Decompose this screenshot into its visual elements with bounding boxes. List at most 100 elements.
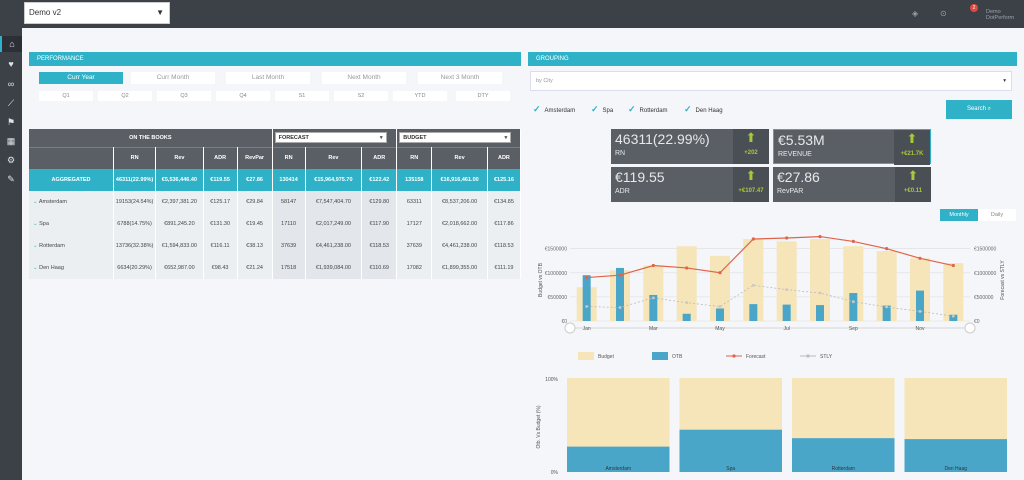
period-q2[interactable]: Q2 <box>98 91 152 101</box>
forecast-select[interactable]: FORECAST ▾ <box>274 132 387 144</box>
sidebar: ⌂ ♥ ∞ ⟋ ⚑ ▦ ⚙ ✎ <box>0 0 22 480</box>
period-next-month[interactable]: Next Month <box>322 72 406 84</box>
budget-select-label: BUDGET <box>403 135 427 142</box>
stly-point <box>951 314 955 318</box>
cell: €1,939,084.00 <box>305 257 363 279</box>
cell: 37639 <box>272 235 306 257</box>
kpi-adr: €119.55 ADR ⬆ +€107.47 <box>611 167 769 202</box>
stly-point <box>585 305 589 308</box>
user-name[interactable]: Demo DotPerform <box>986 9 1015 21</box>
stly-point <box>818 291 822 295</box>
budget-bar <box>743 239 764 321</box>
cell: €125.16 <box>487 169 522 191</box>
period-curr-month[interactable]: Curr Month <box>131 72 215 84</box>
gear-icon[interactable]: ⚙ <box>6 155 16 165</box>
forecast-point <box>718 271 722 275</box>
otb-vs-budget-chart: 100% 0% Otb. Vs Budget (%) Amsterdam Spa Rott… <box>536 377 1007 476</box>
y2-axis-label: Forecast vs STLY <box>1000 260 1006 300</box>
stly-point <box>685 301 689 305</box>
kpi-revpar: €27.86 RevPAR ⬆ +€0.11 <box>773 167 931 202</box>
cell: €2,018,662.00 <box>431 213 488 235</box>
y-tick-label: €1500000 <box>545 247 567 253</box>
table-row[interactable]: ⌄ Spa 6788(14.75%) €891,245.20 €131.30 €… <box>29 213 522 235</box>
cell: €118.53 <box>487 235 522 257</box>
search-label: Search <box>966 106 986 112</box>
glasses-icon[interactable]: ∞ <box>7 79 15 89</box>
city-checkbox-spa[interactable]: ✓ Spa <box>591 104 613 115</box>
cell: 6788(14.75%) <box>113 213 157 235</box>
budget-select[interactable]: BUDGET ▾ <box>399 132 512 144</box>
period-s1[interactable]: S1 <box>275 91 329 101</box>
range-handle-right <box>964 322 976 334</box>
row-name-cell[interactable]: ⌄ Spa <box>29 213 114 235</box>
cell: €131.30 <box>203 213 238 235</box>
arrow-up-icon: ⬆ <box>907 168 919 183</box>
row-name: Rotterdam <box>39 243 65 249</box>
toggle-monthly[interactable]: Monthly <box>940 209 978 221</box>
kpi-revenue: €5.53M REVENUE ⬆ +€21.7K <box>773 129 931 165</box>
cell: AGGREGATED <box>29 169 114 191</box>
city-checkbox-den-haag[interactable]: ✓ Den Haag <box>684 104 723 115</box>
wrench-icon[interactable]: ✎ <box>7 174 15 184</box>
bell-icon[interactable]: ⊙ <box>940 9 947 18</box>
row-name-cell[interactable]: ⌄ Amsterdam <box>29 191 114 213</box>
period-dty[interactable]: DTY <box>456 91 510 101</box>
trend-icon[interactable]: ⟋ <box>7 98 15 108</box>
cell: €4,461,238.00 <box>305 235 363 257</box>
home-icon[interactable]: ⌂ <box>0 36 22 52</box>
forecast-point <box>785 236 789 240</box>
aggregated-row: AGGREGATED 46311(22.99%) €5,536,446.40 €… <box>29 169 522 191</box>
city-checkbox-rotterdam[interactable]: ✓ Rotterdam <box>628 104 668 115</box>
cell: €2,397,381.20 <box>155 191 204 213</box>
shield-icon[interactable]: ◈ <box>912 9 919 18</box>
range-handle-left <box>564 322 576 334</box>
table-row[interactable]: ⌄ Den Haag 6634(20.29%) €652,987.00 €98.… <box>29 257 522 279</box>
kpi-label: ADR <box>615 188 630 195</box>
legend-swatch <box>652 352 668 360</box>
legend-swatch <box>806 354 810 358</box>
cell: €110.69 <box>361 257 398 279</box>
period-q4[interactable]: Q4 <box>216 91 270 101</box>
city-checkbox-amsterdam[interactable]: ✓ Amsterdam <box>533 104 575 115</box>
report-icon[interactable]: ▦ <box>6 136 16 146</box>
otb-bar <box>649 294 658 321</box>
project-select[interactable]: Demo v2 ▼ <box>24 2 170 24</box>
period-s2[interactable]: S2 <box>334 91 388 101</box>
otb-bar <box>816 305 824 321</box>
heart-icon[interactable]: ♥ <box>8 59 14 69</box>
flag-icon[interactable]: ⚑ <box>6 117 16 127</box>
cell: €7,547,404.70 <box>305 191 363 213</box>
kpi-delta: +€0.11 <box>903 188 923 194</box>
col-header: Rev <box>155 146 204 169</box>
table-row[interactable]: ⌄ Amsterdam 19153(24.54%) €2,397,381.20 … <box>29 191 522 213</box>
period-ytd[interactable]: YTD <box>393 91 447 101</box>
expand-icon: ⌄ <box>33 243 40 249</box>
cell: 58147 <box>272 191 306 213</box>
cell: €116.11 <box>203 235 238 257</box>
y-tick-label: €1000000 <box>545 271 567 277</box>
row-name: Amsterdam <box>38 199 67 205</box>
col-header: RevPar <box>237 146 273 169</box>
cell: 46311(22.99%) <box>113 169 157 191</box>
period-q3[interactable]: Q3 <box>157 91 211 101</box>
period-curr-year[interactable]: Curr Year <box>39 72 123 84</box>
period-q1[interactable]: Q1 <box>39 91 93 101</box>
cell: 17518 <box>272 257 306 279</box>
cell: €1,594,833.00 <box>155 235 204 257</box>
group-by-select[interactable]: by City ▾ <box>530 71 1012 91</box>
cell: €652,987.00 <box>155 257 204 279</box>
x-tick-label: Spa <box>726 466 735 472</box>
forecast-point <box>618 273 622 277</box>
period-last-month[interactable]: Last Month <box>226 72 310 84</box>
table-row[interactable]: ⌄ Rotterdam 13736(32.38%) €1,594,833.00 … <box>29 235 522 257</box>
toggle-daily[interactable]: Daily <box>978 209 1016 221</box>
stly-point <box>718 305 722 308</box>
cell: 19153(24.54%) <box>113 191 157 213</box>
search-button[interactable]: Search ⌕ <box>946 100 1012 119</box>
legend-swatch <box>732 354 736 358</box>
cell: €117.90 <box>361 213 398 235</box>
row-name-cell[interactable]: ⌄ Den Haag <box>29 257 114 279</box>
row-name-cell[interactable]: ⌄ Rotterdam <box>29 235 114 257</box>
period-next-3-month[interactable]: Next 3 Month <box>418 72 502 84</box>
col-header: RN <box>113 146 157 169</box>
